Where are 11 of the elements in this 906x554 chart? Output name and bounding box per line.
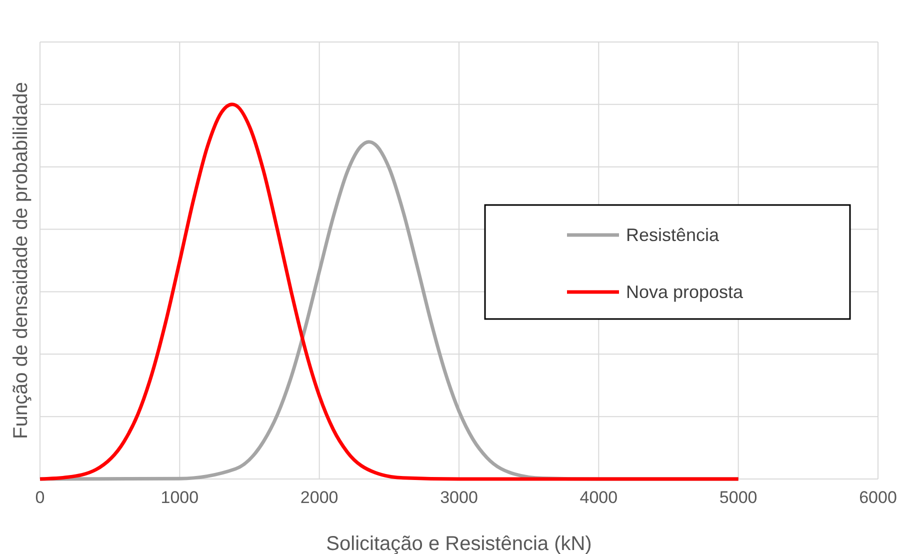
x-tick-label: 0 (35, 488, 45, 508)
y-axis-title: Função de densaidade de probabilidade (10, 82, 32, 439)
x-tick-label: 1000 (160, 488, 199, 508)
x-tick-label: 3000 (440, 488, 478, 508)
legend-label: Nova proposta (626, 282, 744, 302)
x-axis-title: Solicitação e Resistência (kN) (326, 533, 592, 554)
legend-label: Resistência (626, 225, 720, 245)
x-tick-label: 5000 (719, 488, 758, 508)
x-tick-label: 6000 (859, 488, 897, 508)
x-tick-label: 4000 (580, 488, 618, 508)
x-tick-label: 2000 (300, 488, 338, 508)
